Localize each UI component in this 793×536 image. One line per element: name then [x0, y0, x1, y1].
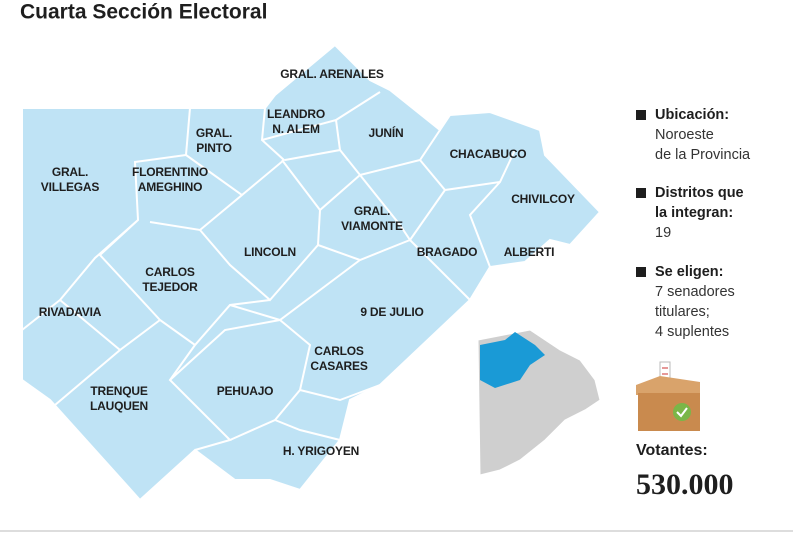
check-badge	[673, 403, 691, 421]
bullet	[636, 110, 646, 120]
district-label: VIAMONTE	[341, 219, 403, 233]
info-heading: Se eligen:	[655, 264, 724, 280]
district-label: LEANDRO	[267, 107, 325, 121]
info-body: de la Provincia	[655, 147, 751, 163]
district-label: JUNÍN	[368, 125, 403, 140]
check-mark	[676, 407, 688, 418]
locator-map	[477, 329, 601, 476]
ballot-box-icon	[636, 361, 700, 431]
district-label: CARLOS	[145, 265, 195, 279]
district-label: N. ALEM	[272, 122, 320, 136]
title: Cuarta Sección Electoral	[20, 1, 267, 24]
district-label: TEJEDOR	[142, 280, 198, 294]
info-body: 19	[655, 225, 671, 241]
district-label: LINCOLN	[244, 245, 296, 259]
bullet	[636, 267, 646, 277]
district-label: RIVADAVIA	[39, 305, 102, 319]
district-label: ALBERTI	[504, 245, 555, 259]
info-heading: Distritos que	[655, 185, 744, 201]
info-heading: la integran:	[655, 205, 733, 221]
votantes-value: 530.000	[636, 468, 734, 501]
district-label: CHACABUCO	[450, 147, 527, 161]
info-body: titulares;	[655, 304, 710, 320]
district-label: 9 DE JULIO	[360, 305, 423, 319]
district-label: GRAL.	[354, 204, 390, 218]
district-label: GRAL.	[52, 165, 88, 179]
district-label: TRENQUE	[90, 384, 147, 398]
info-body: 4 suplentes	[655, 324, 729, 340]
district-label: PINTO	[196, 141, 231, 155]
map-region	[21, 43, 602, 502]
info-body: 7 senadores	[655, 284, 735, 300]
votantes-label: Votantes:	[636, 442, 708, 459]
box-top	[636, 376, 700, 395]
district-label: CARLOS	[314, 344, 364, 358]
district-label: GRAL.	[196, 126, 232, 140]
district-label: AMEGHINO	[138, 180, 202, 194]
section-highlight	[480, 332, 545, 388]
district-label: PEHUAJO	[217, 384, 274, 398]
info-heading: Ubicación:	[655, 107, 729, 123]
district-borders	[21, 91, 516, 451]
district-label: CHIVILCOY	[511, 192, 575, 206]
info-body: Noroeste	[655, 127, 714, 143]
district-label: BRAGADO	[417, 245, 478, 259]
district-label: VILLEGAS	[41, 180, 100, 194]
bullet	[636, 188, 646, 198]
district-label: LAUQUEN	[90, 399, 148, 413]
district-label: GRAL. ARENALES	[280, 67, 384, 81]
district-label: FLORENTINO	[132, 165, 208, 179]
district-label: CASARES	[310, 359, 367, 373]
district-label: H. YRIGOYEN	[283, 444, 359, 458]
section-map	[21, 43, 602, 502]
